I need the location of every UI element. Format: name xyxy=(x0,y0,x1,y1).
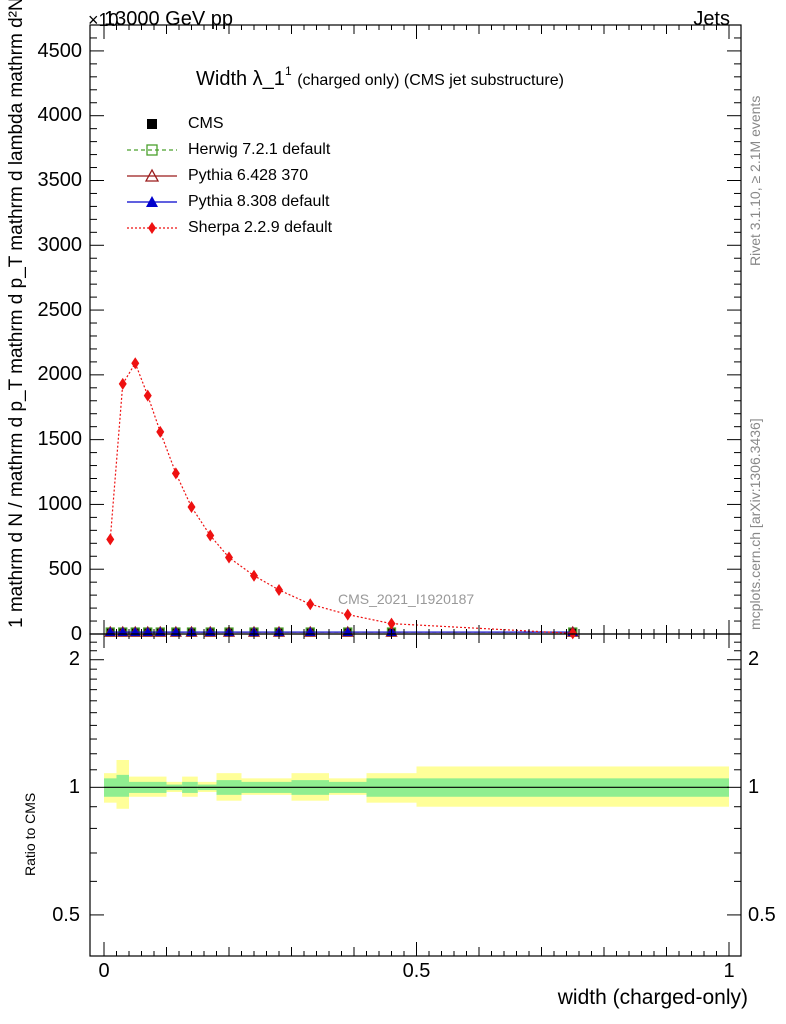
ratio-bands xyxy=(104,760,729,809)
axes xyxy=(89,24,742,957)
legend-label-herwig: Herwig 7.2.1 default xyxy=(188,141,331,158)
ratio-tick-label-left-1: 1 xyxy=(68,775,80,798)
header-category: Jets xyxy=(693,8,730,30)
mcplots-label: mcplots.cern.ch [arXiv:1306.3436] xyxy=(747,418,763,630)
point-4-14 xyxy=(568,627,577,640)
point-4-3 xyxy=(143,389,152,402)
y-tick-label-6: 3000 xyxy=(37,233,83,256)
analysis-watermark: CMS_2021_I1920187 xyxy=(338,591,475,607)
x-tick-label-2: 1 xyxy=(723,959,735,982)
title-sub: (charged only) (CMS jet substructure) xyxy=(297,72,564,89)
legend-marker-3 xyxy=(146,196,158,207)
legend-label-pythia8: Pythia 8.308 default xyxy=(188,193,330,210)
x-tick-label-1: 0.5 xyxy=(402,959,431,982)
point-4-9 xyxy=(250,569,258,582)
y-tick-label-2: 1000 xyxy=(37,493,83,516)
y-tick-label-4: 2000 xyxy=(37,363,83,386)
legend-label-sherpa: Sherpa 2.2.9 default xyxy=(188,219,333,236)
y-axis-label-ratio: Ratio to CMS xyxy=(22,792,38,876)
x-axis-label: width (charged-only) xyxy=(557,986,748,1009)
y-tick-label-3: 1500 xyxy=(37,428,83,451)
point-4-4 xyxy=(156,425,165,438)
legend-marker-4 xyxy=(148,222,156,234)
ratio-tick-label-left-2: 2 xyxy=(68,648,80,671)
ratio-tick-label-left-0: 0.5 xyxy=(52,903,80,926)
point-4-6 xyxy=(187,501,196,514)
legend-label-pythia6: Pythia 6.428 370 xyxy=(188,167,309,184)
point-4-1 xyxy=(118,377,127,390)
point-4-12 xyxy=(343,608,352,621)
rivet-version-label: Rivet 3.1.10, ≥ 2.1M events xyxy=(747,95,763,266)
y-axis-label-main: 1 mathrm d N / mathrm d p_T mathrm d p_T… xyxy=(6,0,27,628)
legend-marker-0 xyxy=(147,119,157,129)
legend-marker-1 xyxy=(146,144,158,156)
x-tick-label-0: 0 xyxy=(98,959,110,982)
point-4-11 xyxy=(306,598,315,611)
point-4-13 xyxy=(387,617,396,630)
point-4-2 xyxy=(131,357,140,370)
ratio-frame xyxy=(89,633,742,957)
header-energy: 13000 GeV pp xyxy=(104,8,233,30)
ratio-tick-label-right-2: 2 xyxy=(748,648,760,671)
y-tick-label-8: 4000 xyxy=(37,104,83,127)
title-main: Width λ_1 xyxy=(196,68,285,90)
legend-markers xyxy=(127,119,177,234)
title-sup: 1 xyxy=(284,64,292,78)
legend-marker-2 xyxy=(144,168,160,182)
y-tick-label-1: 500 xyxy=(48,557,82,580)
ratio-tick-label-right-1: 1 xyxy=(748,775,760,798)
y-tick-label-9: 4500 xyxy=(37,39,83,62)
ratio-tick-label-right-0: 0.5 xyxy=(748,903,776,926)
y-exponent-label: ×10 xyxy=(88,10,119,30)
chart-title: Width λ_11 (charged only) (CMS jet subst… xyxy=(196,64,564,91)
y-tick-label-5: 2500 xyxy=(37,298,83,321)
point-4-8 xyxy=(225,551,233,564)
y-tick-label-0: 0 xyxy=(70,622,82,645)
legend-label-cms: CMS xyxy=(188,115,224,132)
point-4-5 xyxy=(171,467,180,480)
ratio-inner-band-1 xyxy=(116,774,129,797)
point-4-10 xyxy=(275,583,283,596)
point-4-0 xyxy=(106,533,115,546)
y-tick-label-7: 3500 xyxy=(37,169,83,192)
point-4-7 xyxy=(206,529,215,542)
